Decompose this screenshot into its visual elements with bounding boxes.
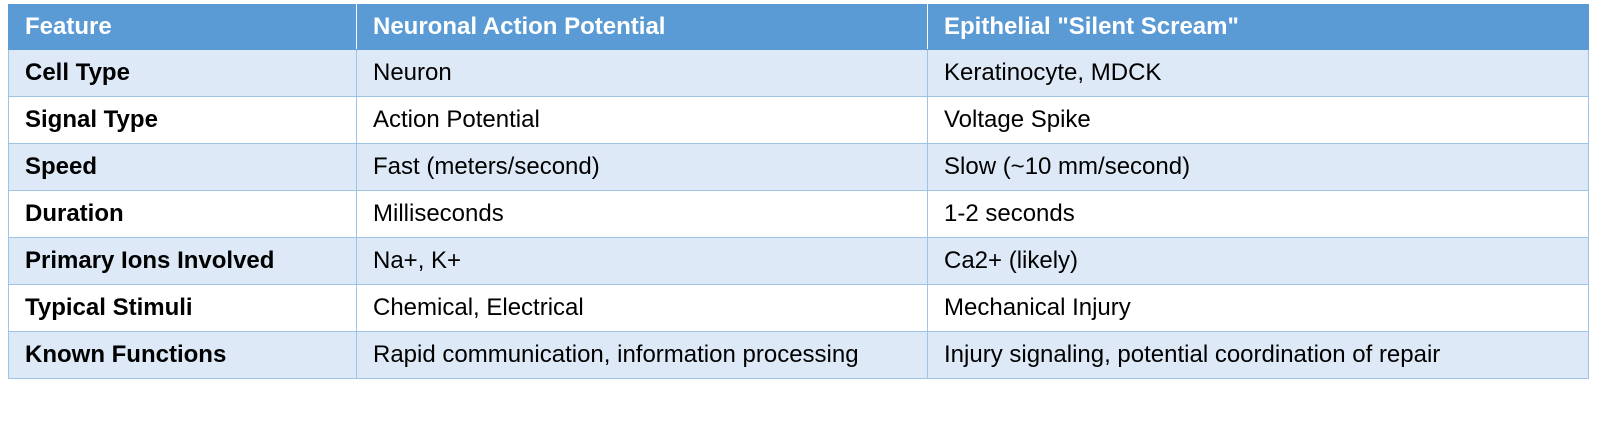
- table-row: Signal Type Action Potential Voltage Spike: [8, 96, 1589, 144]
- comparison-table: Feature Neuronal Action Potential Epitheli…: [8, 4, 1589, 379]
- feature-cell: Speed: [8, 143, 357, 191]
- value-cell: Keratinocyte, MDCK: [927, 49, 1589, 97]
- value-cell: Ca2+ (likely): [927, 237, 1589, 285]
- header-row: Feature Neuronal Action Potential Epitheli…: [8, 4, 1589, 50]
- feature-cell: Primary Ions Involved: [8, 237, 357, 285]
- value-cell: Na+, K+: [356, 237, 928, 285]
- feature-cell: Typical Stimuli: [8, 284, 357, 332]
- table-row: Duration Milliseconds 1-2 seconds: [8, 190, 1589, 238]
- header-cell: Epithelial "Silent Scream": [927, 4, 1589, 50]
- value-cell: Mechanical Injury: [927, 284, 1589, 332]
- value-cell: Chemical, Electrical: [356, 284, 928, 332]
- value-cell: Rapid communication, information process…: [356, 331, 928, 379]
- table-row: Typical Stimuli Chemical, Electrical Mecha…: [8, 284, 1589, 332]
- header-cell: Neuronal Action Potential: [356, 4, 928, 50]
- feature-cell: Signal Type: [8, 96, 357, 144]
- table-row: Cell Type Neuron Keratinocyte, MDCK: [8, 49, 1589, 97]
- feature-cell: Duration: [8, 190, 357, 238]
- table-body: Cell Type Neuron Keratinocyte, MDCK Signal …: [8, 49, 1589, 379]
- feature-cell: Known Functions: [8, 331, 357, 379]
- value-cell: Neuron: [356, 49, 928, 97]
- feature-cell: Cell Type: [8, 49, 357, 97]
- table-container: Feature Neuronal Action Potential Epitheli…: [8, 4, 1589, 379]
- value-cell: Fast (meters/second): [356, 143, 928, 191]
- value-cell: Injury signaling, potential coordination…: [927, 331, 1589, 379]
- table-header: Feature Neuronal Action Potential Epitheli…: [8, 4, 1589, 50]
- value-cell: Action Potential: [356, 96, 928, 144]
- value-cell: Slow (~10 mm/second): [927, 143, 1589, 191]
- value-cell: Voltage Spike: [927, 96, 1589, 144]
- table-row: Speed Fast (meters/second) Slow (~10 mm/se…: [8, 143, 1589, 191]
- table-row: Primary Ions Involved Na+, K+ Ca2+ (likely…: [8, 237, 1589, 285]
- value-cell: Milliseconds: [356, 190, 928, 238]
- header-cell: Feature: [8, 4, 357, 50]
- value-cell: 1-2 seconds: [927, 190, 1589, 238]
- table-row: Known Functions Rapid communication, info…: [8, 331, 1589, 379]
